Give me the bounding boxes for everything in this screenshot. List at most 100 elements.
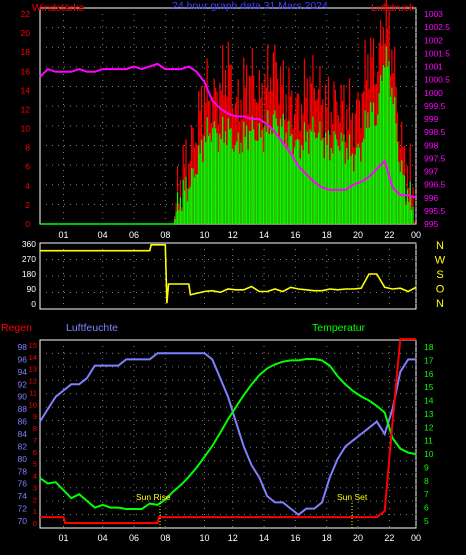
direction-axis-ticks: 0 90 180 270 360	[22, 239, 36, 309]
pressure-tick: 996	[424, 193, 438, 203]
x-tick-label: 06	[129, 533, 139, 543]
pressure-tick: 995	[424, 219, 438, 229]
temperature-tick: 18	[424, 342, 434, 352]
rain-tick: 1	[33, 507, 37, 516]
direction-tick: 270	[22, 254, 36, 264]
x-tick-label: 04	[98, 533, 108, 543]
temperature-tick: 13	[424, 409, 434, 419]
direction-tick: 180	[22, 269, 36, 279]
humidity-axis-label: Luftfeuchte	[66, 322, 118, 334]
x-tick-label: 22	[384, 533, 394, 543]
wind-tick: 16	[21, 66, 31, 76]
humidity-tick: 74	[18, 491, 28, 501]
temperature-tick: 9	[424, 462, 429, 472]
rain-tick: 8	[33, 424, 37, 433]
pressure-tick: 999	[424, 114, 438, 124]
x-tick-label: 08	[160, 230, 170, 240]
wind-tick: 18	[21, 47, 31, 57]
wind-tick: 10	[21, 124, 31, 134]
wind-axis-ticks: 0 2 4 6 8 10 12 14 16 18 20 22	[21, 9, 31, 229]
rain-tick: 5	[33, 460, 37, 469]
rain-tick: 2	[33, 495, 37, 504]
humidity-tick: 84	[18, 429, 28, 439]
wind-tick: 12	[21, 104, 31, 114]
humidity-tick: 94	[18, 367, 28, 377]
compass-label: O	[436, 284, 445, 296]
compass-label: N	[436, 298, 444, 310]
wind-tick: 2	[25, 200, 30, 210]
pressure-tick: 1002.5	[424, 22, 450, 32]
pressure-tick: 1000	[424, 88, 443, 98]
rain-tick: 13	[29, 365, 37, 374]
humidity-tick: 80	[18, 454, 28, 464]
temperature-tick: 6	[424, 503, 429, 513]
temperature-tick: 14	[424, 396, 434, 406]
compass-label: N	[436, 240, 444, 252]
humidity-tick: 70	[18, 516, 28, 526]
x-tick-label: 14	[259, 533, 269, 543]
x-tick-label: 04	[98, 230, 108, 240]
x-tick-label: 18	[322, 533, 332, 543]
x-tick-label: 16	[290, 533, 300, 543]
x-tick-label: 10	[199, 230, 209, 240]
sunset-annotation: Sun Set	[337, 492, 368, 502]
pressure-axis-label: Luftdruck	[371, 2, 415, 14]
wind-direction-series	[40, 244, 417, 304]
humidity-temp-x-ticks: 01 04 06 08 10 12 14 16 18 20 22 00	[58, 533, 421, 543]
temperature-tick: 16	[424, 369, 434, 379]
temperature-tick: 15	[424, 382, 434, 392]
humidity-tick: 86	[18, 417, 28, 427]
x-tick-label: 10	[199, 533, 209, 543]
pressure-tick: 999.5	[424, 101, 446, 111]
pressure-tick: 1003	[424, 9, 443, 19]
humidity-tick: 88	[18, 404, 28, 414]
pressure-tick: 998.5	[424, 127, 446, 137]
humidity-tick: 76	[18, 479, 28, 489]
wind-tick: 14	[21, 85, 31, 95]
compass-label: W	[435, 255, 446, 267]
humidity-line	[39, 352, 416, 517]
pressure-tick: 996.5	[424, 180, 446, 190]
sunrise-annotation: Sun Rise	[136, 492, 171, 502]
pressure-tick: 1000.5	[424, 75, 450, 85]
rain-tick: 3	[33, 483, 37, 492]
temperature-tick: 12	[424, 422, 434, 432]
wind-pressure-x-ticks: 01 04 06 08 10 12 14 16 18 20 22 00	[58, 230, 421, 240]
x-tick-label: 01	[58, 533, 68, 543]
temperature-tick: 17	[424, 355, 434, 365]
x-tick-label: 18	[322, 230, 332, 240]
rain-tick: 12	[29, 377, 37, 386]
humidity-temp-series	[39, 338, 417, 524]
temperature-tick: 8	[424, 476, 429, 486]
wind-tick: 0	[25, 219, 30, 229]
rain-tick: 6	[33, 448, 37, 457]
rain-tick: 7	[33, 436, 37, 445]
humidity-tick: 96	[18, 354, 28, 364]
wind-tick: 8	[25, 143, 30, 153]
pressure-axis-ticks: 995 995.5 996 996.5 997 997.5 998 998.5 999 999.5…	[424, 9, 450, 229]
x-tick-label: 08	[160, 533, 170, 543]
rain-axis-label: Regen	[1, 322, 32, 334]
rain-tick: 11	[29, 388, 37, 397]
temperature-tick: 5	[424, 516, 429, 526]
wind-direction-frame	[39, 242, 417, 310]
rain-tick: 15	[29, 341, 37, 350]
wind-tick: 20	[21, 28, 31, 38]
x-tick-label: 20	[353, 230, 363, 240]
x-tick-label: 22	[384, 230, 394, 240]
chart-title: 24 hour graph data 31 Mars 2024	[172, 0, 328, 12]
wind-pressure-series	[39, 0, 417, 225]
pressure-line	[39, 62, 417, 199]
wind-direction-line	[40, 244, 417, 304]
temperature-tick: 7	[424, 489, 429, 499]
x-tick-label: 00	[411, 230, 421, 240]
wind-direction-grid	[40, 243, 417, 309]
wind-tick: 22	[21, 9, 31, 19]
x-tick-label: 12	[228, 230, 238, 240]
x-tick-label: 14	[259, 230, 269, 240]
rain-tick: 9	[33, 412, 37, 421]
x-tick-label: 01	[58, 230, 68, 240]
temperature-axis-label: Temperatur	[312, 322, 366, 334]
